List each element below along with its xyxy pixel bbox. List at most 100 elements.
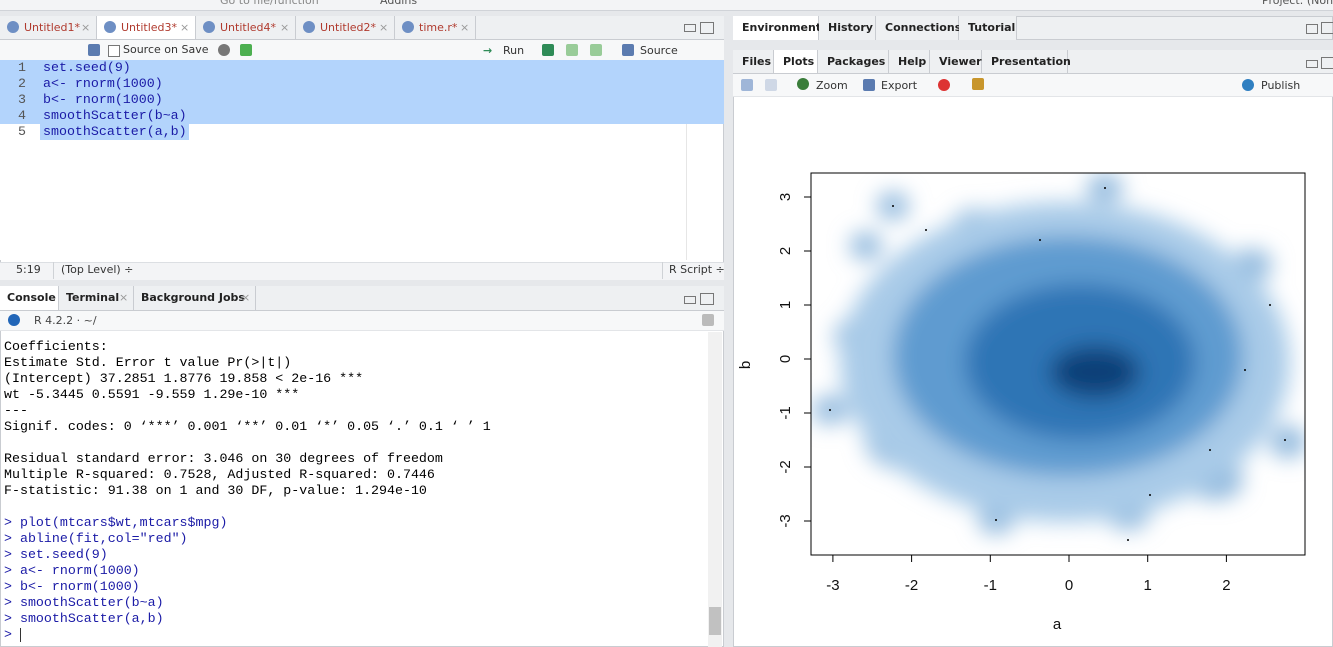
- x-axis-label: a: [1053, 616, 1062, 633]
- zoom-icon: [797, 78, 809, 90]
- file-icon: [402, 21, 414, 33]
- export-button[interactable]: Export: [881, 79, 918, 92]
- source-tab[interactable]: [196, 16, 296, 39]
- density-blob: [850, 232, 882, 260]
- density-blob: [1270, 426, 1305, 458]
- tab-label: Console: [7, 291, 56, 304]
- source-button[interactable]: Source: [640, 44, 678, 57]
- x-tick-label: -2: [905, 577, 918, 594]
- plots-tab[interactable]: [889, 50, 930, 73]
- tab-label: Environment: [742, 21, 822, 34]
- close-icon[interactable]: ×: [119, 291, 129, 304]
- tab-label: Help: [898, 55, 927, 68]
- project-menu[interactable]: Project: (None): [1262, 0, 1333, 7]
- source-tab[interactable]: [395, 16, 476, 39]
- code-line: smoothScatter(b~a): [43, 108, 187, 123]
- source-tab[interactable]: [0, 16, 97, 39]
- publish-icon: [1242, 79, 1254, 91]
- maximize-button[interactable]: [700, 293, 714, 305]
- close-icon[interactable]: ×: [280, 21, 290, 34]
- minimize-button[interactable]: [684, 24, 696, 32]
- outlier-point: [829, 409, 831, 411]
- plots-tab[interactable]: [733, 50, 774, 73]
- environment-tab[interactable]: [959, 16, 1017, 40]
- tab-label: History: [828, 21, 873, 34]
- save-icon: [88, 44, 100, 56]
- code-line: a<- rnorm(1000): [43, 76, 163, 91]
- scrollbar-thumb[interactable]: [709, 607, 721, 635]
- code-line: b<- rnorm(1000): [43, 92, 163, 107]
- plots-tab[interactable]: [818, 50, 889, 73]
- maximize-button[interactable]: [700, 22, 714, 34]
- outlier-point: [925, 229, 927, 231]
- code-line: set.seed(9): [43, 60, 131, 75]
- x-tick-label: 2: [1222, 577, 1230, 594]
- wand-icon: [240, 44, 252, 56]
- maximize-button[interactable]: [1321, 57, 1333, 69]
- console-tab[interactable]: [59, 286, 134, 310]
- broom-icon: [972, 78, 984, 90]
- outlier-point: [1244, 369, 1246, 371]
- source-tab[interactable]: [296, 16, 395, 39]
- maximize-button[interactable]: [1321, 22, 1333, 34]
- console-prompt: >: [4, 627, 12, 642]
- scope-menu[interactable]: (Top Level) ÷: [61, 263, 134, 276]
- console-tab[interactable]: [0, 286, 59, 310]
- outlier-point: [1209, 449, 1211, 451]
- plots-tab[interactable]: [982, 50, 1068, 73]
- close-icon[interactable]: ×: [241, 291, 251, 304]
- console-tab[interactable]: [134, 286, 256, 310]
- console-command: > b<- rnorm(1000): [4, 579, 140, 594]
- zoom-button[interactable]: Zoom: [816, 79, 848, 92]
- console-output: F-statistic: 91.38 on 1 and 30 DF, p-val…: [4, 483, 427, 498]
- tab-label: Untitled4*: [220, 21, 277, 34]
- line-number: 3: [18, 92, 26, 107]
- x-tick-label: 1: [1144, 577, 1152, 594]
- environment-tab[interactable]: [733, 16, 819, 40]
- r-logo: [8, 314, 20, 326]
- environment-tab[interactable]: [819, 16, 876, 40]
- plots-tab[interactable]: [930, 50, 982, 73]
- minimize-button[interactable]: [684, 296, 696, 304]
- run-button[interactable]: Run: [503, 44, 525, 57]
- close-icon[interactable]: ×: [180, 21, 190, 34]
- x-tick-label: 0: [1065, 577, 1073, 594]
- minimize-button[interactable]: [1306, 60, 1318, 68]
- search-box[interactable]: Go to file/function: [220, 0, 319, 7]
- file-type-menu[interactable]: R Script ÷: [669, 263, 725, 276]
- selection-highlight: [40, 124, 189, 140]
- file-icon: [203, 21, 215, 33]
- close-icon[interactable]: ×: [379, 21, 389, 34]
- source-icon: [622, 44, 634, 56]
- density-image: [812, 174, 1305, 541]
- y-tick-label: -3: [777, 514, 794, 527]
- y-tick-label: -2: [777, 460, 794, 473]
- close-icon[interactable]: ×: [81, 21, 91, 34]
- close-icon[interactable]: ×: [460, 21, 470, 34]
- code-line: smoothScatter(a,b): [43, 124, 187, 139]
- outlier-point: [1104, 187, 1106, 189]
- source-tab[interactable]: [97, 16, 196, 39]
- margin-line: [686, 60, 687, 260]
- file-icon: [303, 21, 315, 33]
- restore-button[interactable]: [1306, 24, 1318, 34]
- console-command: > smoothScatter(b~a): [4, 595, 164, 610]
- forward-icon: [765, 79, 777, 91]
- plots-tab[interactable]: [774, 50, 818, 73]
- console-command: > smoothScatter(a,b): [4, 611, 164, 626]
- addins-menu[interactable]: Addins: [380, 0, 418, 7]
- environment-tab[interactable]: [876, 16, 959, 40]
- console-output: Residual standard error: 3.046 on 30 deg…: [4, 451, 443, 466]
- console-command: > abline(fit,col="red"): [4, 531, 188, 546]
- y-tick-label: 3: [777, 193, 794, 201]
- y-tick-label: 0: [777, 355, 794, 363]
- console-output: (Intercept) 37.2851 1.8776 19.858 < 2e-1…: [4, 371, 364, 386]
- tab-label: time.r*: [419, 21, 458, 34]
- tab-label: Presentation: [991, 55, 1071, 68]
- rerun-icon: [542, 44, 554, 56]
- source-on-save-checkbox[interactable]: [108, 45, 120, 57]
- cursor-position: 5:19: [16, 263, 41, 276]
- run-icon: →: [483, 44, 493, 57]
- text-cursor: [20, 628, 21, 642]
- publish-button[interactable]: Publish: [1261, 79, 1301, 92]
